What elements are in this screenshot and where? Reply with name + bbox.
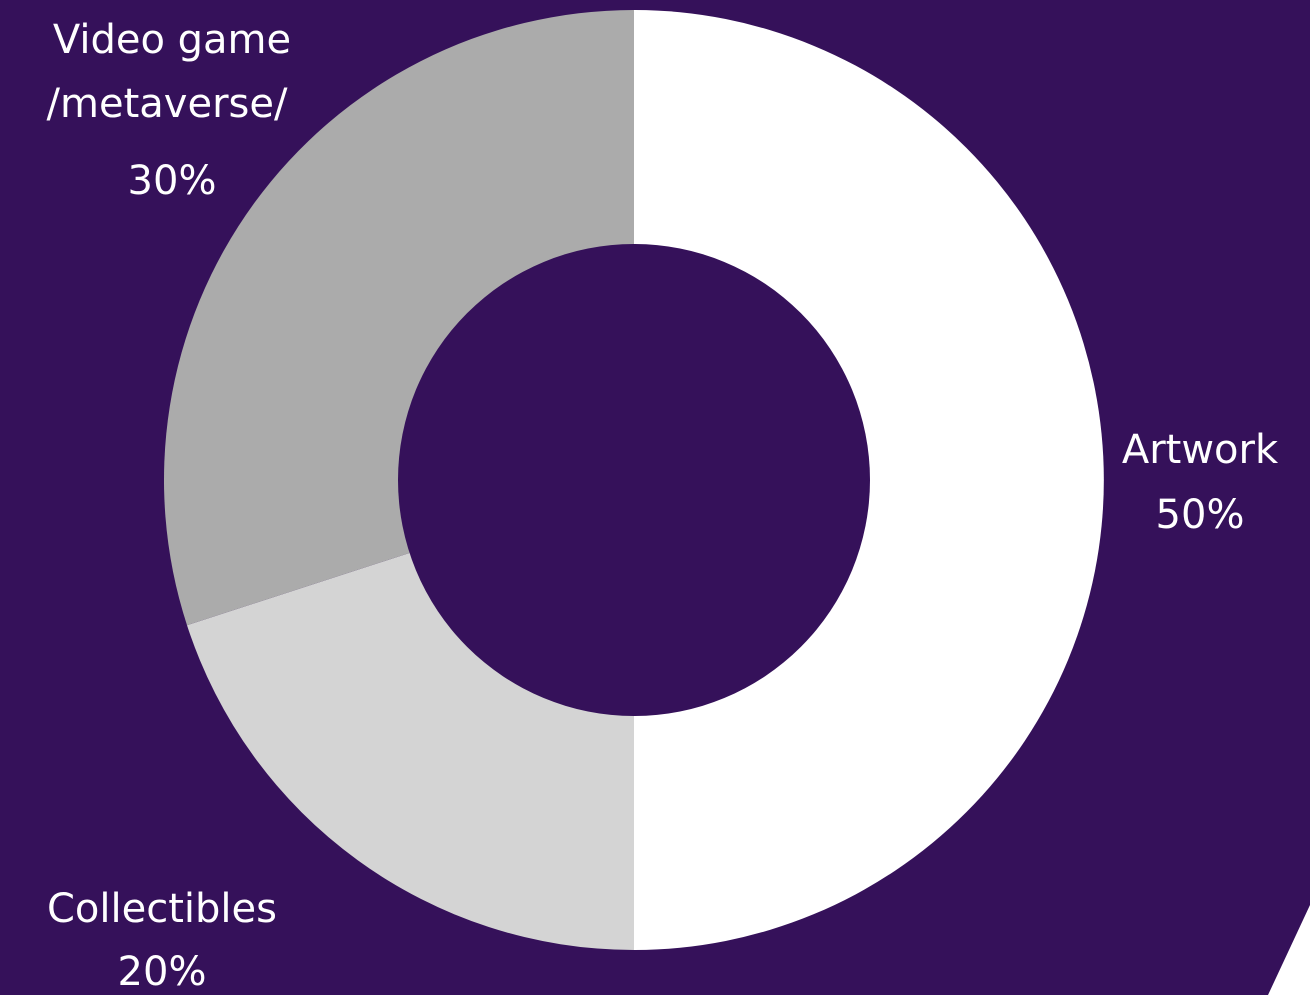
corner-accent: [1268, 905, 1310, 995]
collectibles-label: Collectibles: [47, 886, 277, 932]
video-game-value-label: 30%: [128, 158, 217, 204]
video-game-label-line-1: Video game: [53, 17, 291, 63]
donut-hole: [398, 244, 870, 716]
video-game-label-line-2: /metaverse/: [47, 81, 288, 127]
artwork-label: Artwork: [1122, 427, 1279, 473]
artwork-value-label: 50%: [1156, 492, 1245, 538]
collectibles-value-label: 20%: [118, 949, 207, 995]
